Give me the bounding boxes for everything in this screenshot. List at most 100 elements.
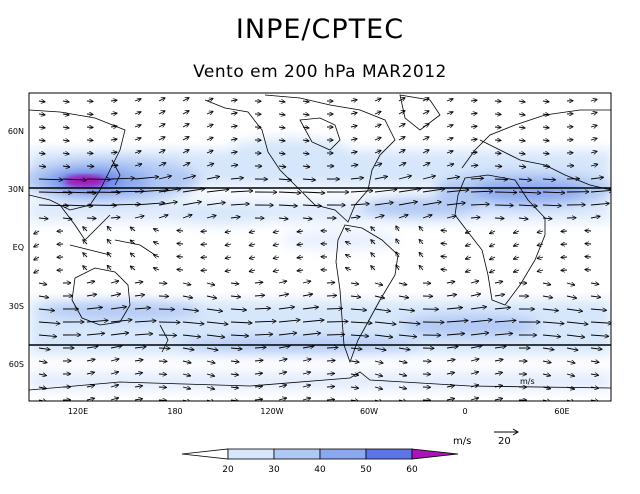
wind-vector <box>134 308 150 309</box>
wind-vector <box>398 111 405 114</box>
wind-vector <box>566 283 575 285</box>
wind-vector <box>278 140 285 141</box>
wind-vector <box>446 360 455 362</box>
wind-vector <box>182 98 189 101</box>
wind-vector <box>206 400 215 401</box>
wind-vector <box>38 387 47 389</box>
wind-vector <box>86 346 98 348</box>
wind-vector <box>38 309 54 311</box>
wind-vector <box>110 165 118 166</box>
wind-vector <box>230 309 246 310</box>
wind-vector <box>38 127 45 128</box>
wind-vector <box>494 281 503 283</box>
wind-vector <box>398 124 405 127</box>
wind-vector <box>110 398 119 400</box>
wind-vector <box>590 374 599 375</box>
wind-vector <box>206 387 215 389</box>
wind-vector <box>110 100 117 101</box>
wind-vector <box>182 309 198 311</box>
wind-vector <box>518 179 531 180</box>
wind-vector <box>254 282 263 283</box>
wind-vector <box>230 217 240 218</box>
wind-vector <box>350 283 359 284</box>
wind-vector <box>470 217 480 218</box>
wind-vector <box>278 101 285 102</box>
wind-vector <box>273 270 280 272</box>
wind-vector <box>350 387 359 388</box>
wind-vector <box>107 252 111 258</box>
wind-vector <box>422 137 429 140</box>
reference-unit-label: m/s <box>453 436 471 447</box>
wind-vector <box>494 359 503 361</box>
wind-vector <box>446 321 468 323</box>
wind-vector <box>278 307 294 309</box>
wind-vector <box>542 348 554 350</box>
wind-vector <box>182 202 201 206</box>
wind-vector <box>396 239 399 245</box>
wind-vector <box>566 296 577 298</box>
wind-vector <box>422 124 429 127</box>
wind-vector <box>446 138 453 140</box>
wind-vector <box>134 334 153 335</box>
map-frame <box>28 92 612 402</box>
wind-vector <box>566 335 585 337</box>
wind-vector <box>206 335 225 337</box>
wind-vector <box>83 240 88 245</box>
wind-vector <box>254 386 263 387</box>
wind-vector <box>494 385 503 387</box>
wind-vector <box>374 163 382 166</box>
wind-vector <box>494 127 501 128</box>
wind-vector <box>110 333 129 335</box>
wind-vector <box>422 150 429 153</box>
wind-vector <box>86 359 95 361</box>
wind-vector <box>302 166 310 167</box>
wind-vector <box>273 244 280 246</box>
wind-vector <box>225 231 232 232</box>
wind-vector <box>278 218 288 219</box>
wind-vector <box>38 335 57 337</box>
wind-vector <box>225 270 232 271</box>
wind-vector <box>254 399 263 400</box>
wind-vector <box>542 101 549 102</box>
wind-vector <box>230 113 237 114</box>
wind-vector <box>350 296 361 297</box>
wind-vector <box>590 309 606 310</box>
wind-vector <box>225 244 232 245</box>
wind-vector <box>134 399 143 400</box>
wind-vector <box>350 309 366 310</box>
wind-vector <box>62 205 93 206</box>
wind-vector <box>374 176 387 180</box>
wind-vector <box>590 138 597 140</box>
wind-vector <box>158 111 165 114</box>
wind-vector <box>110 126 117 127</box>
wind-vector <box>518 192 541 193</box>
wind-vector <box>230 152 237 153</box>
colorbar-tick-60: 60 <box>406 465 418 475</box>
wind-vector <box>561 270 568 271</box>
wind-vector <box>566 348 578 350</box>
wind-vector <box>273 231 280 233</box>
wind-vector <box>470 139 477 140</box>
wind-vector <box>422 111 429 114</box>
wind-vector <box>134 321 156 322</box>
highlighted-latitude-lines <box>29 187 611 346</box>
wind-vector <box>254 321 276 322</box>
wind-vector <box>446 386 455 388</box>
wind-vector <box>134 125 141 127</box>
wind-vector <box>249 231 256 233</box>
wind-vector <box>374 400 383 401</box>
wind-vector <box>62 153 69 154</box>
wind-vector <box>494 140 501 141</box>
wind-vector <box>398 98 405 101</box>
wind-vector <box>374 322 396 324</box>
wind-vector <box>590 216 600 218</box>
wind-vector <box>107 226 111 232</box>
wind-vector <box>374 309 390 311</box>
wind-vector <box>182 296 193 298</box>
wind-vector <box>230 335 249 336</box>
wind-vector <box>441 269 448 270</box>
wind-vector <box>297 257 304 258</box>
wind-vector <box>34 257 40 260</box>
wind-vector <box>465 257 472 259</box>
wind-vector <box>278 294 289 296</box>
